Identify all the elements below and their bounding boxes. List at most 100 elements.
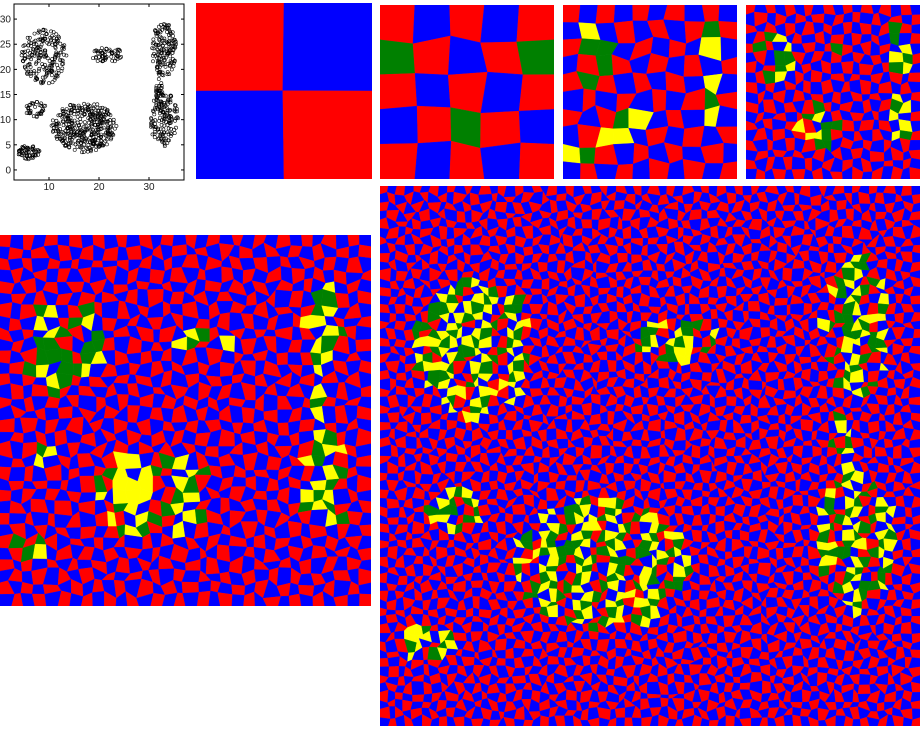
tile-cell <box>182 592 200 606</box>
scatter-point <box>86 107 91 112</box>
scatter-point <box>162 144 167 149</box>
scatter-point <box>173 118 178 123</box>
tile-cell <box>801 445 814 459</box>
scatter-point <box>168 134 173 138</box>
tile-cell <box>676 303 686 316</box>
scatter-point <box>99 118 103 123</box>
tile-cell <box>785 111 798 123</box>
scatter-point <box>52 77 57 82</box>
scatter-point <box>168 121 173 125</box>
tile-cell <box>114 510 126 527</box>
scatter-point <box>165 70 170 75</box>
y-tick-label: 15 <box>0 90 11 101</box>
scatter-point <box>162 114 167 119</box>
tile-cell <box>842 32 853 47</box>
tile-cell <box>909 429 920 442</box>
scatter-point <box>34 61 38 66</box>
scatter-point <box>94 48 99 53</box>
scatter-point <box>149 117 154 122</box>
scatter-point <box>88 117 93 122</box>
scatter-point <box>152 40 156 45</box>
tile-cell <box>32 593 47 606</box>
tiling-32x32 <box>0 235 371 606</box>
scatter-point <box>109 124 113 129</box>
scatter-point <box>98 144 103 148</box>
scatter-point <box>42 55 47 59</box>
scatter-point <box>119 55 124 59</box>
scatter-point <box>59 50 64 55</box>
scatter-point <box>37 68 41 73</box>
tile-cell <box>288 486 301 505</box>
tile-cell <box>647 377 660 389</box>
tile-cell <box>182 492 201 503</box>
scatter-point <box>102 50 107 55</box>
scatter-point <box>36 149 41 154</box>
scatter-point <box>30 53 35 58</box>
scatter-point <box>32 31 37 36</box>
tile-cell <box>775 65 788 73</box>
tile-cell <box>563 124 580 149</box>
tile-cell <box>358 499 371 514</box>
tile-cell <box>642 346 652 353</box>
scatter-point <box>166 50 171 55</box>
scatter-point <box>64 122 69 127</box>
scatter-point <box>154 125 159 130</box>
scatter-point <box>53 53 58 58</box>
tile-cell <box>287 520 303 539</box>
tile-cell <box>356 315 371 329</box>
scatter-point <box>94 56 98 61</box>
scatter-point <box>50 69 55 73</box>
scatter-point <box>42 48 47 53</box>
tile-cell <box>92 590 105 606</box>
tile-cell <box>563 161 581 179</box>
tile-cell <box>832 236 843 245</box>
scatter-point <box>150 53 155 58</box>
scatter-point <box>65 126 70 130</box>
scatter-point <box>96 122 100 127</box>
tile-cell <box>810 5 825 16</box>
scatter-point <box>155 59 160 64</box>
tile-cell <box>380 73 418 110</box>
tile-cell <box>908 62 920 74</box>
scatter-point <box>96 143 101 148</box>
scatter-point <box>94 148 98 153</box>
scatter-point <box>165 141 170 145</box>
scatter-point <box>40 33 45 38</box>
tile-cell <box>748 228 762 240</box>
tile-cell <box>380 39 416 75</box>
tile-cell <box>396 372 408 382</box>
scatter-point <box>66 129 71 134</box>
scatter-point <box>159 99 164 104</box>
scatter-point <box>157 72 162 77</box>
scatter-point <box>43 62 47 67</box>
scatter-point <box>103 106 107 111</box>
scatter-point <box>93 123 98 127</box>
tile-cell <box>667 158 686 179</box>
tile-cell <box>231 584 246 596</box>
tile-cell <box>908 219 920 229</box>
tile-cell <box>360 269 371 282</box>
scatter-point <box>99 113 104 118</box>
tile-cell <box>32 584 46 595</box>
tile-cell <box>253 534 267 550</box>
scatter-point <box>169 67 174 72</box>
scatter-point <box>79 106 84 110</box>
scatter-point <box>162 36 167 41</box>
scatter-point <box>52 60 57 65</box>
tile-cell <box>682 158 706 179</box>
tile-cell <box>125 245 143 261</box>
scatter-point <box>37 66 42 71</box>
scatter-point <box>99 134 104 139</box>
tile-cell <box>597 293 608 304</box>
scatter-point <box>168 29 172 34</box>
tile-cell <box>648 296 662 308</box>
scatter-point <box>165 98 170 103</box>
tile-cell <box>333 594 349 606</box>
scatter-point <box>149 123 154 128</box>
tile-cell <box>57 235 70 247</box>
tiling-18x18 <box>746 5 920 179</box>
tile-cell <box>556 193 568 202</box>
scatter-point <box>34 76 39 81</box>
tile-cell <box>784 137 796 152</box>
tile-cell <box>782 267 793 282</box>
